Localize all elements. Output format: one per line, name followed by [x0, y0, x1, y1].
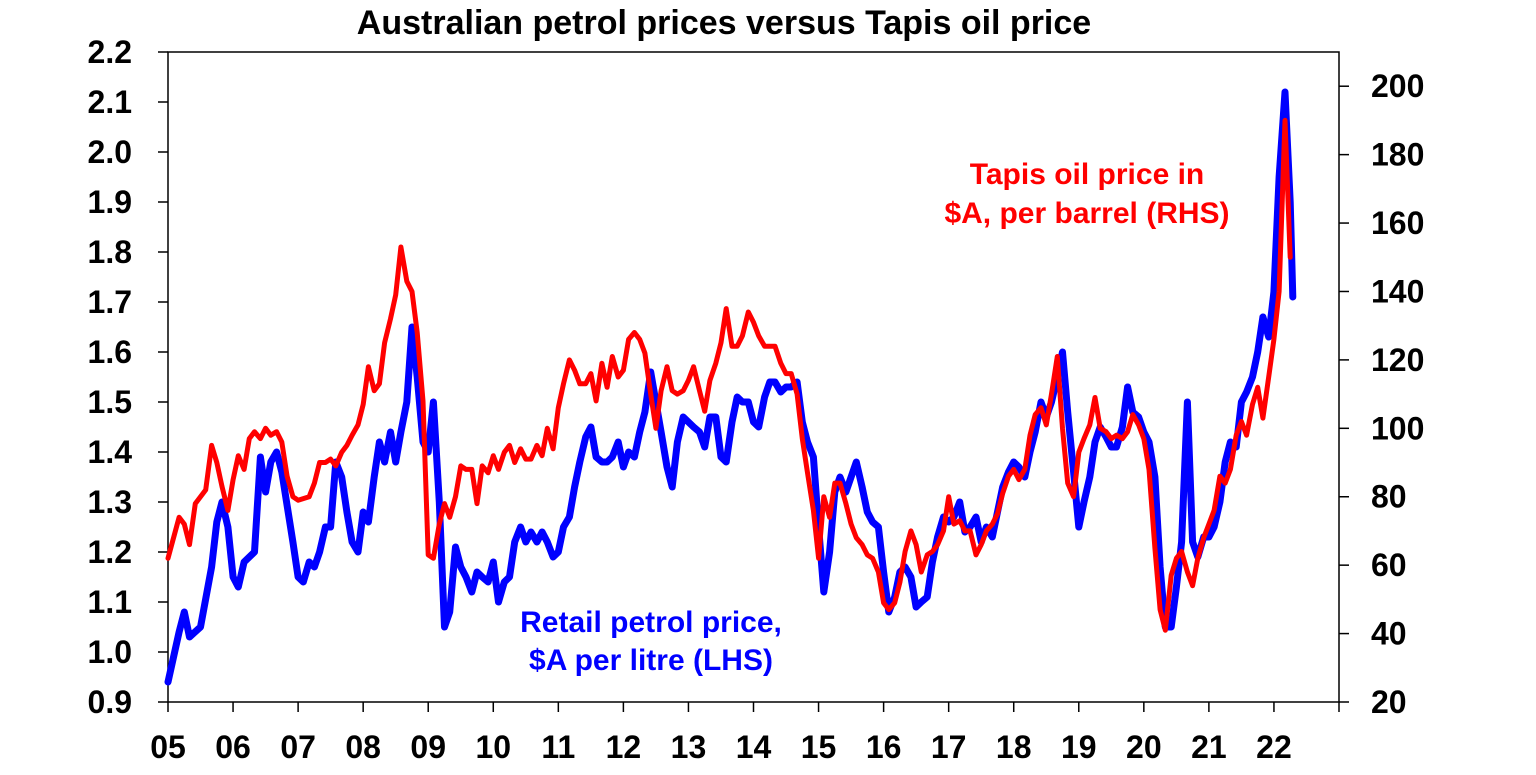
retail-petrol-label: Retail petrol price, $A per litre (LHS) — [520, 606, 782, 677]
left-tick-label: 1.0 — [88, 634, 132, 670]
x-tick-label: 13 — [671, 729, 707, 765]
series-layer — [164, 88, 1297, 686]
x-tick-label: 08 — [345, 729, 381, 765]
left-tick-label: 1.9 — [88, 184, 132, 220]
chart-title: Australian petrol prices versus Tapis oi… — [357, 4, 1091, 42]
left-tick-label: 0.9 — [88, 684, 132, 720]
right-tick-label: 140 — [1371, 273, 1424, 309]
x-axis: 05 06 07 08 09 10 11 12 13 14 15 16 17 18 19 20 21 22 — [150, 702, 1340, 765]
x-tick-label: 05 — [150, 729, 186, 765]
left-tick-label: 1.6 — [88, 334, 132, 370]
retail-petrol-label-line: Retail petrol price, — [520, 606, 782, 639]
left-tick-label: 1.3 — [88, 484, 132, 520]
x-tick-label: 16 — [866, 729, 902, 765]
right-tick-label: 40 — [1371, 616, 1407, 652]
x-tick-label: 19 — [1061, 729, 1097, 765]
x-tick-label: 12 — [606, 729, 642, 765]
series-labels: Retail petrol price, $A per litre (LHS) Ta… — [520, 158, 1229, 677]
x-tick-label: 09 — [410, 729, 446, 765]
right-tick-label: 160 — [1371, 205, 1424, 241]
x-tick-label: 21 — [1191, 729, 1227, 765]
x-tick-label: 18 — [996, 729, 1032, 765]
left-tick-label: 1.7 — [88, 284, 132, 320]
right-axis: 20 40 60 80 100 120 140 160 180 200 — [1339, 68, 1424, 720]
left-tick-label: 1.1 — [88, 584, 132, 620]
x-tick-label: 11 — [541, 729, 575, 765]
right-tick-label: 200 — [1371, 68, 1424, 104]
left-tick-label: 2.0 — [88, 134, 132, 170]
x-tick-label: 06 — [215, 729, 251, 765]
right-tick-label: 60 — [1371, 547, 1407, 583]
tapis-oil-label-line: Tapis oil price in — [970, 158, 1205, 191]
retail-petrol-price-line — [164, 88, 1297, 686]
tapis-oil-label-line: $A, per barrel (RHS) — [944, 197, 1229, 230]
left-tick-label: 2.2 — [88, 34, 132, 70]
x-tick-label: 17 — [931, 729, 967, 765]
x-tick-label: 15 — [801, 729, 837, 765]
right-tick-label: 100 — [1371, 410, 1424, 446]
x-tick-label: 20 — [1126, 729, 1162, 765]
left-tick-label: 1.5 — [88, 384, 132, 420]
left-tick-label: 1.4 — [88, 434, 133, 470]
left-tick-label: 1.2 — [88, 534, 132, 570]
right-tick-label: 180 — [1371, 137, 1424, 173]
x-tick-label: 22 — [1256, 729, 1292, 765]
retail-petrol-label-line: $A per litre (LHS) — [529, 644, 773, 677]
right-tick-label: 20 — [1371, 684, 1407, 720]
left-axis: 0.9 1.0 1.1 1.2 1.3 1.4 1.5 1.6 1.7 1.8 1.9 2.0 2.1 2… — [88, 34, 168, 720]
x-tick-label: 10 — [475, 729, 511, 765]
x-tick-label: 14 — [736, 729, 772, 765]
right-tick-label: 120 — [1371, 342, 1424, 378]
right-tick-label: 80 — [1371, 479, 1407, 515]
tapis-oil-label: Tapis oil price in $A, per barrel (RHS) — [944, 158, 1229, 230]
left-tick-label: 1.8 — [88, 234, 132, 270]
tapis-oil-price-line — [165, 117, 1293, 633]
x-tick-label: 07 — [280, 729, 316, 765]
left-tick-label: 2.1 — [88, 84, 132, 120]
